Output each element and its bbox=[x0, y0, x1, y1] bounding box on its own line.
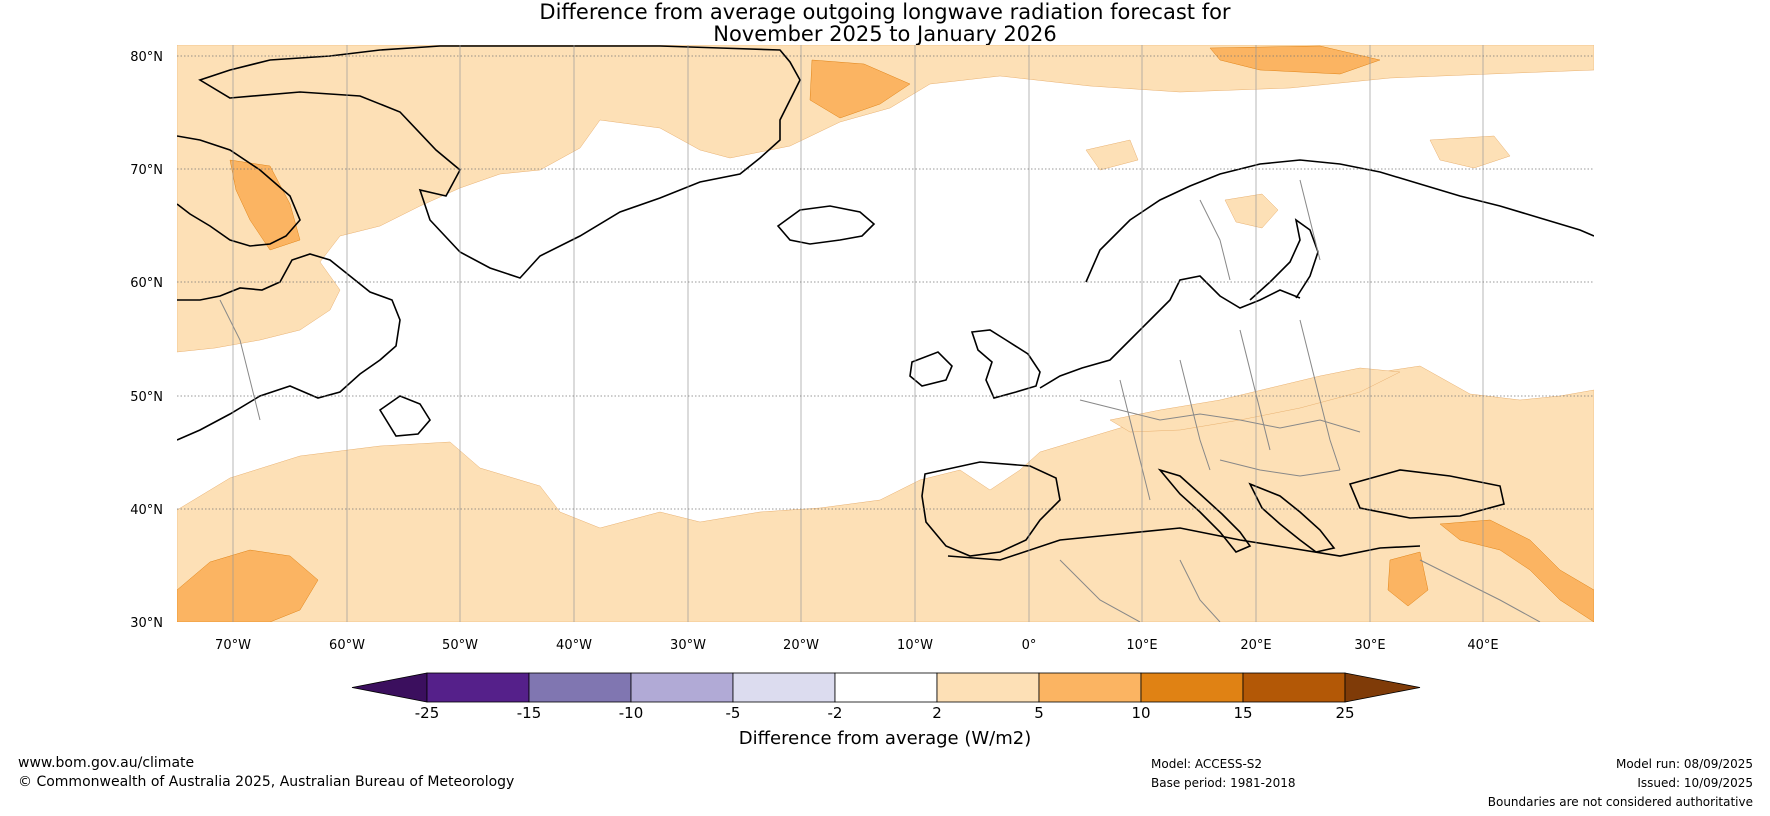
black-sea-coastline bbox=[1348, 469, 1505, 519]
barents-anomaly-region bbox=[1429, 135, 1511, 169]
lon-label: 50°W bbox=[442, 638, 478, 653]
model-run-date: Model run: 08/09/2025 bbox=[1615, 757, 1753, 771]
iberia-coastline bbox=[921, 461, 1061, 557]
political-borders bbox=[219, 179, 1541, 622]
border-segment bbox=[1179, 359, 1211, 471]
levant-anomaly-region bbox=[1387, 551, 1429, 607]
colorbar-tick-label: -25 bbox=[414, 704, 440, 722]
coastlines bbox=[177, 45, 1594, 561]
colorbar-tick-label: 2 bbox=[932, 704, 942, 722]
anomaly-light-layer bbox=[177, 45, 1594, 622]
border-segment bbox=[1299, 179, 1321, 261]
svalbard-anomaly-region bbox=[1209, 45, 1381, 75]
colorbar-swatch bbox=[834, 672, 938, 703]
europe-west-coastline bbox=[1039, 275, 1301, 389]
issued-date: Issued: 10/09/2025 bbox=[1637, 776, 1753, 790]
disclaimer-text: Boundaries are not considered authoritat… bbox=[1487, 795, 1753, 809]
lat-label: 30°N bbox=[130, 616, 163, 631]
canada-arctic-coastline bbox=[177, 135, 301, 247]
border-segment bbox=[1199, 199, 1231, 281]
parallels bbox=[177, 55, 1594, 510]
lat-label: 80°N bbox=[130, 50, 163, 65]
british-isles-coastline bbox=[970, 329, 1041, 399]
colorbar-swatch bbox=[426, 672, 530, 703]
arctic-anomaly-region bbox=[177, 45, 1594, 353]
copyright-text: © Commonwealth of Australia 2025, Austra… bbox=[18, 774, 515, 790]
border-segment bbox=[1079, 399, 1361, 433]
lon-label: 10°W bbox=[897, 638, 933, 653]
colorbar-tick-label: 15 bbox=[1233, 704, 1253, 722]
website-link: www.bom.gov.au/climate bbox=[18, 755, 195, 771]
border-segment bbox=[1299, 319, 1341, 471]
colorbar-tick-label: -10 bbox=[618, 704, 644, 722]
newfoundland-coastline bbox=[378, 395, 431, 437]
colorbar-tick-label: 10 bbox=[1131, 704, 1151, 722]
border-segment bbox=[1059, 559, 1141, 622]
colorbar-swatch bbox=[1140, 672, 1244, 703]
greenland-east-anomaly-region bbox=[809, 59, 911, 119]
border-segment bbox=[219, 299, 261, 421]
scandinavia-anomaly-region bbox=[1224, 193, 1279, 229]
map-title-line1: Difference from average outgoing longwav… bbox=[539, 0, 1231, 24]
europe-anomaly-region bbox=[1109, 367, 1401, 433]
colorbar-tick-label: 25 bbox=[1335, 704, 1355, 722]
border-segment bbox=[1219, 459, 1341, 477]
lat-label: 70°N bbox=[130, 163, 163, 178]
balkans-coastline bbox=[1248, 482, 1336, 553]
middle-east-anomaly-region bbox=[1439, 519, 1594, 622]
atlantic-sw-anomaly-region bbox=[177, 549, 319, 622]
iceland-coastline bbox=[776, 205, 876, 245]
lon-label: 20°W bbox=[783, 638, 819, 653]
lat-label: 50°N bbox=[130, 390, 163, 405]
model-name: Model: ACCESS-S2 bbox=[1151, 757, 1263, 771]
north-africa-coastline bbox=[947, 527, 1421, 561]
greenland-coastline bbox=[198, 45, 801, 279]
colorbar-tick-label: -2 bbox=[827, 704, 843, 722]
colorbar-swatch bbox=[1242, 672, 1346, 703]
lon-label: 40°W bbox=[556, 638, 592, 653]
colorbar-swatch bbox=[1038, 672, 1142, 703]
lon-label: 70°W bbox=[215, 638, 251, 653]
lon-label: 40°E bbox=[1467, 638, 1498, 653]
colorbar-extend-high bbox=[1344, 672, 1421, 703]
anomaly-mid-layer bbox=[177, 45, 1594, 622]
baffin-anomaly-region bbox=[229, 159, 301, 251]
border-segment bbox=[1179, 559, 1221, 622]
lon-label: 60°W bbox=[329, 638, 365, 653]
colorbar-swatch bbox=[936, 672, 1040, 703]
graticule bbox=[232, 45, 1484, 622]
lon-label: 20°E bbox=[1240, 638, 1271, 653]
colorbar-title: Difference from average (W/m2) bbox=[738, 728, 1032, 749]
lon-label: 10°E bbox=[1126, 638, 1157, 653]
norway-sea-anomaly-region bbox=[1085, 139, 1139, 171]
lat-label: 60°N bbox=[130, 276, 163, 291]
lon-label: 30°W bbox=[670, 638, 706, 653]
lon-label: 0° bbox=[1022, 638, 1037, 653]
north-america-coastline bbox=[177, 253, 401, 441]
ireland-coastline bbox=[909, 351, 953, 387]
colorbar-tick-label: 5 bbox=[1034, 704, 1044, 722]
italy-coastline bbox=[1157, 468, 1252, 553]
border-segment bbox=[1419, 559, 1541, 622]
border-segment bbox=[1119, 379, 1151, 501]
colorbar-swatch bbox=[528, 672, 632, 703]
colorbar-swatch bbox=[732, 672, 836, 703]
lon-label: 30°E bbox=[1354, 638, 1385, 653]
scandinavia-coastline bbox=[1085, 159, 1594, 283]
colorbar-tick-label: -15 bbox=[516, 704, 542, 722]
colorbar-extend-low bbox=[351, 672, 428, 703]
colorbar-swatch bbox=[630, 672, 734, 703]
baltic-coastline bbox=[1249, 218, 1319, 301]
map-plot-area bbox=[177, 45, 1594, 622]
base-period: Base period: 1981-2018 bbox=[1151, 776, 1296, 790]
atlantic-south-anomaly-region bbox=[177, 365, 1594, 622]
border-segment bbox=[1239, 329, 1271, 451]
lat-label: 40°N bbox=[130, 503, 163, 518]
colorbar-tick-label: -5 bbox=[725, 704, 741, 722]
latitude-labels: 80°N 70°N 60°N 50°N 40°N 30°N bbox=[130, 50, 163, 631]
map-title-line2: November 2025 to January 2026 bbox=[713, 22, 1057, 46]
longitude-labels: 70°W 60°W 50°W 40°W 30°W 20°W 10°W 0° 10… bbox=[215, 638, 1499, 653]
colorbar bbox=[351, 672, 1421, 703]
